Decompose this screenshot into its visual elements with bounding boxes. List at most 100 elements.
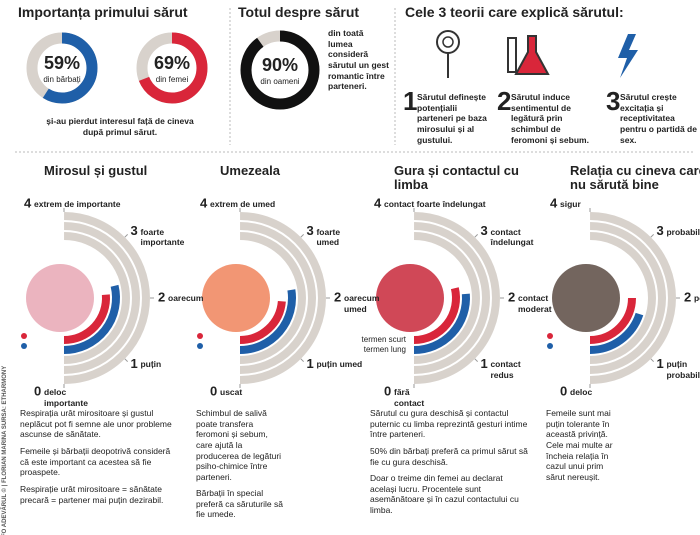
series-icon bbox=[21, 333, 27, 339]
scale-ring bbox=[63, 222, 141, 374]
tick-label: foarte importante bbox=[140, 226, 185, 248]
tick-number: 3 bbox=[656, 223, 663, 238]
donut-value: 90% bbox=[262, 55, 298, 75]
donut-value: 59% bbox=[44, 53, 80, 73]
tick-label: puțin probabil bbox=[666, 359, 700, 381]
note: Bărbații în special preferă ca săruturil… bbox=[196, 488, 283, 520]
tick-number: 4 bbox=[200, 195, 208, 210]
scale-ring bbox=[589, 222, 667, 374]
tick-number: 0 bbox=[384, 383, 391, 398]
photo bbox=[26, 264, 94, 332]
series-arc bbox=[63, 284, 120, 354]
tick-number: 1 bbox=[656, 356, 663, 371]
series-arc bbox=[239, 300, 286, 344]
tick-number: 3 bbox=[480, 223, 487, 238]
tick-label: deloc bbox=[570, 387, 593, 397]
tick-label: fără contact bbox=[394, 387, 425, 408]
photo bbox=[552, 264, 620, 332]
tick-mark bbox=[124, 234, 128, 238]
tick-number: 4 bbox=[24, 195, 32, 210]
tick-label: posibil bbox=[694, 293, 700, 303]
tick-number: 2 bbox=[158, 289, 165, 304]
donut-value: 69% bbox=[154, 53, 190, 73]
theory-number: 1 bbox=[403, 86, 418, 116]
series-label: termen lung bbox=[364, 345, 406, 354]
scale-ring bbox=[589, 232, 657, 364]
tick-number: 2 bbox=[508, 289, 515, 304]
tick-label: puțin bbox=[140, 359, 162, 370]
theory-text: Sărutul crește excitația și receptivitat… bbox=[620, 92, 697, 145]
donut-arc bbox=[136, 32, 208, 104]
icon-lightning bbox=[618, 34, 638, 78]
credit: INFO ADEVĂRUL © | FLORIAN MARINA SURSA: … bbox=[2, 365, 8, 535]
tick-label: contact redus bbox=[490, 359, 521, 381]
chart-title: Gura și contactul cu limba bbox=[394, 163, 519, 193]
tick-label: sigur bbox=[560, 199, 581, 209]
note: 50% din bărbați preferă ca primul sărut … bbox=[370, 446, 528, 467]
tick-label: extrem de importante bbox=[34, 199, 121, 209]
tick-mark bbox=[474, 234, 478, 238]
note: Respirația urât mirositoare și gustul ne… bbox=[20, 408, 172, 440]
note: Schimbul de salivă poate transfera ferom… bbox=[196, 408, 282, 482]
panel-title: Importanța primului sărut bbox=[18, 4, 188, 20]
theory-number: 3 bbox=[606, 86, 621, 116]
note: Respirație urât mirositoare = sănătate p… bbox=[20, 484, 164, 505]
tick-number: 0 bbox=[560, 383, 567, 398]
tick-number: 0 bbox=[34, 383, 41, 398]
donut-label: din oameni bbox=[260, 77, 299, 86]
scale-ring bbox=[413, 212, 500, 384]
series-icon bbox=[197, 333, 203, 339]
scale-ring bbox=[413, 232, 481, 364]
scale-ring bbox=[239, 222, 317, 374]
tick-mark bbox=[300, 234, 304, 238]
scale-ring bbox=[239, 212, 326, 384]
note: Femeile sunt mai puțin tolerante în acea… bbox=[546, 408, 613, 482]
photo bbox=[202, 264, 270, 332]
panel-note: și-au pierdut interesul față de cineva d… bbox=[46, 116, 194, 137]
donut-arc bbox=[26, 32, 98, 104]
series-arc bbox=[589, 297, 636, 344]
icon-flasks bbox=[507, 35, 550, 75]
note: Doar o treime din femei au declarat acel… bbox=[370, 473, 519, 515]
series-arc bbox=[413, 293, 470, 354]
tick-label: deloc importante bbox=[44, 387, 88, 408]
theory-text: Sărutul definește potențialii parteneri … bbox=[417, 92, 487, 145]
panel-text: din toată lumea consideră sărutul un ges… bbox=[328, 28, 389, 92]
tick-label: uscat bbox=[220, 387, 243, 397]
tick-number: 1 bbox=[306, 356, 313, 371]
tick-number: 0 bbox=[210, 383, 217, 398]
theory-text: Sărutul induce sentimentul de legătură p… bbox=[511, 92, 589, 145]
icon-lollipop bbox=[436, 30, 460, 78]
tick-label: contact moderat bbox=[518, 293, 552, 314]
tick-mark bbox=[650, 358, 654, 362]
series-icon bbox=[547, 343, 553, 349]
scale-ring bbox=[589, 212, 676, 384]
tick-number: 2 bbox=[684, 289, 691, 304]
chart-title: Umezeala bbox=[220, 163, 280, 178]
tick-mark bbox=[650, 234, 654, 238]
tick-label: foarte umed bbox=[316, 226, 341, 248]
scale-ring bbox=[239, 232, 307, 364]
series-arc bbox=[239, 289, 296, 354]
tick-number: 3 bbox=[130, 223, 137, 238]
tick-mark bbox=[124, 358, 128, 362]
photo bbox=[376, 264, 444, 332]
series-label: termen scurt bbox=[362, 335, 407, 344]
tick-label: extrem de umed bbox=[210, 199, 276, 209]
donut-label: din femei bbox=[156, 75, 189, 84]
tick-mark bbox=[300, 358, 304, 362]
tick-label: contact îndelungat bbox=[490, 226, 534, 248]
tick-label: oarecum umed bbox=[344, 293, 380, 314]
panel-title: Totul despre sărut bbox=[238, 4, 360, 20]
series-icon bbox=[197, 343, 203, 349]
scale-ring bbox=[63, 232, 131, 364]
tick-number: 4 bbox=[550, 195, 558, 210]
chart-title: Mirosul și gustul bbox=[44, 163, 148, 178]
series-arc bbox=[589, 312, 644, 354]
panel-title: Cele 3 teorii care explică sărutul: bbox=[405, 4, 624, 20]
series-arc bbox=[413, 287, 460, 344]
tick-label: probabil bbox=[666, 226, 700, 237]
tick-mark bbox=[474, 358, 478, 362]
